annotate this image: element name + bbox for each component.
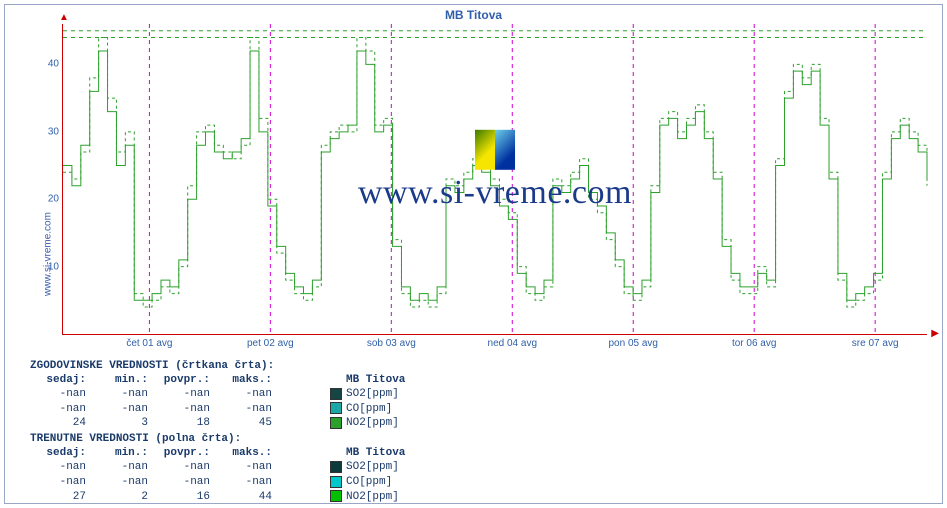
- legend-row: 2431845 NO2[ppm]: [30, 417, 411, 432]
- x-tick-label: pon 05 avg: [608, 338, 658, 349]
- legend-value: -nan: [216, 402, 278, 417]
- legend-swatch-cell: [278, 417, 346, 432]
- legend-value: -nan: [30, 476, 92, 491]
- legend-hist-title: ZGODOVINSKE VREDNOSTI (črtkana črta):: [30, 360, 411, 374]
- col-sedaj: sedaj:: [30, 447, 92, 461]
- legend-block: ZGODOVINSKE VREDNOSTI (črtkana črta): se…: [30, 360, 411, 505]
- col-sedaj: sedaj:: [30, 374, 92, 388]
- legend-value: 44: [216, 490, 278, 505]
- col-maks: maks.:: [216, 447, 278, 461]
- legend-row: -nan-nan-nan-nanCO[ppm]: [30, 402, 411, 417]
- plot-svg: [63, 24, 927, 334]
- x-tick-label: čet 01 avg: [126, 338, 172, 349]
- col-min: min.:: [92, 374, 154, 388]
- y-axis-arrow-icon: ▲: [59, 12, 69, 23]
- y-tick-label: 20: [48, 194, 59, 205]
- legend-swatch-cell: [278, 476, 346, 491]
- legend-series-label: CO[ppm]: [346, 402, 411, 417]
- legend-value: 3: [92, 417, 154, 432]
- legend-curr-table: sedaj: min.: povpr.: maks.: MB Titova -n…: [30, 447, 411, 505]
- color-swatch-icon: [330, 476, 342, 488]
- legend-curr-title: TRENUTNE VREDNOSTI (polna črta):: [30, 433, 411, 447]
- legend-value: -nan: [154, 402, 216, 417]
- x-tick-label: tor 06 avg: [732, 338, 776, 349]
- legend-value: -nan: [216, 388, 278, 403]
- x-tick-label: ned 04 avg: [488, 338, 538, 349]
- legend-value: -nan: [154, 476, 216, 491]
- legend-series-label: SO2[ppm]: [346, 461, 411, 476]
- legend-value: -nan: [154, 388, 216, 403]
- legend-swatch-cell: [278, 388, 346, 403]
- color-swatch-icon: [330, 388, 342, 400]
- x-tick-label: pet 02 avg: [247, 338, 294, 349]
- legend-value: 27: [30, 490, 92, 505]
- col-station: MB Titova: [346, 447, 411, 461]
- legend-swatch-cell: [278, 402, 346, 417]
- legend-swatch-cell: [278, 490, 346, 505]
- legend-value: 24: [30, 417, 92, 432]
- legend-value: -nan: [154, 461, 216, 476]
- legend-value: 2: [92, 490, 154, 505]
- legend-value: -nan: [92, 476, 154, 491]
- col-povpr: povpr.:: [154, 374, 216, 388]
- y-axis-source-label: www.si-vreme.com: [42, 212, 53, 296]
- legend-row: -nan-nan-nan-nanCO[ppm]: [30, 476, 411, 491]
- y-tick-label: 40: [48, 59, 59, 70]
- col-min: min.:: [92, 447, 154, 461]
- col-povpr: povpr.:: [154, 447, 216, 461]
- legend-hist-table: sedaj: min.: povpr.: maks.: MB Titova -n…: [30, 374, 411, 432]
- legend-series-label: NO2[ppm]: [346, 417, 411, 432]
- col-station: MB Titova: [346, 374, 411, 388]
- legend-value: -nan: [92, 461, 154, 476]
- legend-value: 18: [154, 417, 216, 432]
- y-tick-label: 30: [48, 126, 59, 137]
- legend-series-label: SO2[ppm]: [346, 388, 411, 403]
- legend-value: 16: [154, 490, 216, 505]
- color-swatch-icon: [330, 402, 342, 414]
- chart-title: MB Titova: [0, 8, 947, 22]
- x-tick-label: sre 07 avg: [852, 338, 899, 349]
- legend-value: -nan: [30, 402, 92, 417]
- legend-row: -nan-nan-nan-nanSO2[ppm]: [30, 461, 411, 476]
- plot-area: ▲ ▶ www.si-vreme.com čet 01 avgpet 02 av…: [62, 24, 927, 335]
- color-swatch-icon: [330, 417, 342, 429]
- y-tick-label: 10: [48, 261, 59, 272]
- legend-value: -nan: [30, 388, 92, 403]
- legend-row: 2721644 NO2[ppm]: [30, 490, 411, 505]
- col-maks: maks.:: [216, 374, 278, 388]
- legend-swatch-cell: [278, 461, 346, 476]
- legend-value: -nan: [216, 476, 278, 491]
- x-axis-arrow-icon: ▶: [931, 328, 939, 339]
- legend-value: -nan: [92, 388, 154, 403]
- color-swatch-icon: [330, 461, 342, 473]
- legend-value: -nan: [30, 461, 92, 476]
- legend-value: -nan: [92, 402, 154, 417]
- legend-value: -nan: [216, 461, 278, 476]
- color-swatch-icon: [330, 490, 342, 502]
- legend-row: -nan-nan-nan-nanSO2[ppm]: [30, 388, 411, 403]
- legend-value: 45: [216, 417, 278, 432]
- legend-series-label: NO2[ppm]: [346, 490, 411, 505]
- x-tick-label: sob 03 avg: [367, 338, 416, 349]
- legend-series-label: CO[ppm]: [346, 476, 411, 491]
